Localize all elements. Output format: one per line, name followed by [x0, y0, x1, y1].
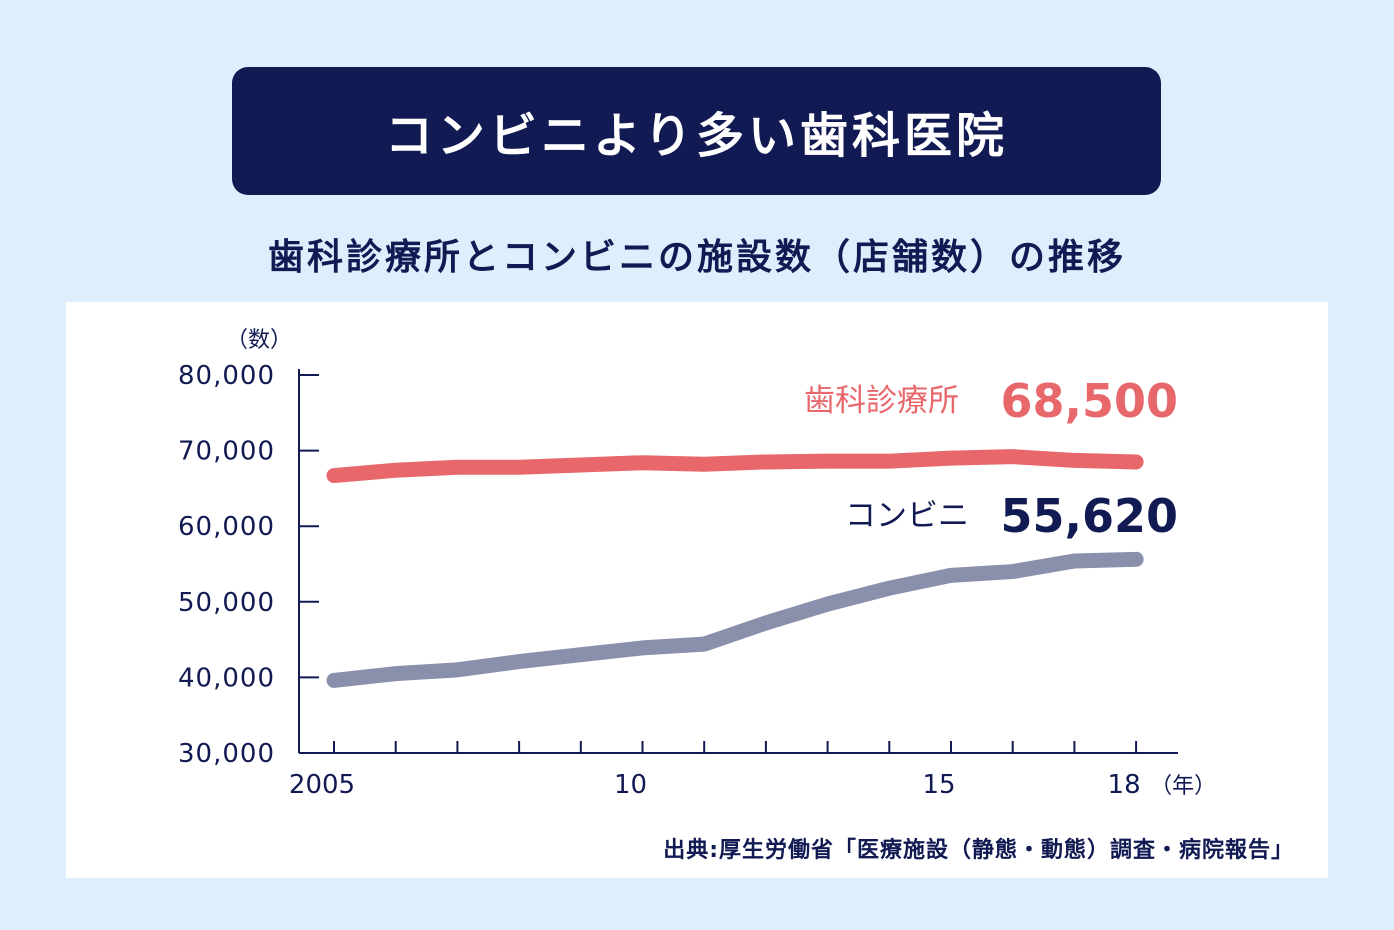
- y-axis-unit-label: （数）: [226, 328, 292, 353]
- y-tick-label: 80,000: [178, 361, 275, 391]
- x-tick-label: 10: [614, 770, 647, 800]
- series-line-convenience-stores: [326, 551, 1144, 688]
- series-value-label: 68,500: [1000, 374, 1178, 428]
- chart-subtitle: 歯科診療所とコンビニの施設数（店舗数）の推移: [267, 237, 1126, 278]
- y-tick-label: 30,000: [178, 739, 275, 769]
- y-tick-label: 40,000: [178, 663, 275, 693]
- y-tick-label: 60,000: [178, 512, 275, 542]
- title-banner: コンビニより多い歯科医院: [232, 67, 1161, 195]
- y-tick-label: 70,000: [178, 437, 275, 467]
- banner-title: コンビニより多い歯科医院: [384, 108, 1009, 164]
- series-value-label: 55,620: [1000, 489, 1178, 543]
- x-tick-label: 2005: [289, 770, 355, 800]
- series-name-label: 歯科診療所: [804, 383, 959, 419]
- line-chart: 30,000 40,000 50,000 60,000 70,000 80,000 （数） 2…: [178, 328, 1216, 800]
- x-tick-label: 18: [1108, 770, 1141, 800]
- series-line-dental-clinics: [326, 449, 1144, 484]
- y-tick-label: 50,000: [178, 588, 275, 618]
- chart-panel: 30,000 40,000 50,000 60,000 70,000 80,000 （数） 2…: [66, 302, 1328, 878]
- source-note: 出典:厚生労働省「医療施設（静態・動態）調査・病院報告」: [663, 838, 1294, 863]
- x-axis-unit-label: （年）: [1150, 774, 1216, 799]
- x-tick-label: 15: [922, 770, 955, 800]
- series-name-label: コンビニ: [845, 498, 969, 534]
